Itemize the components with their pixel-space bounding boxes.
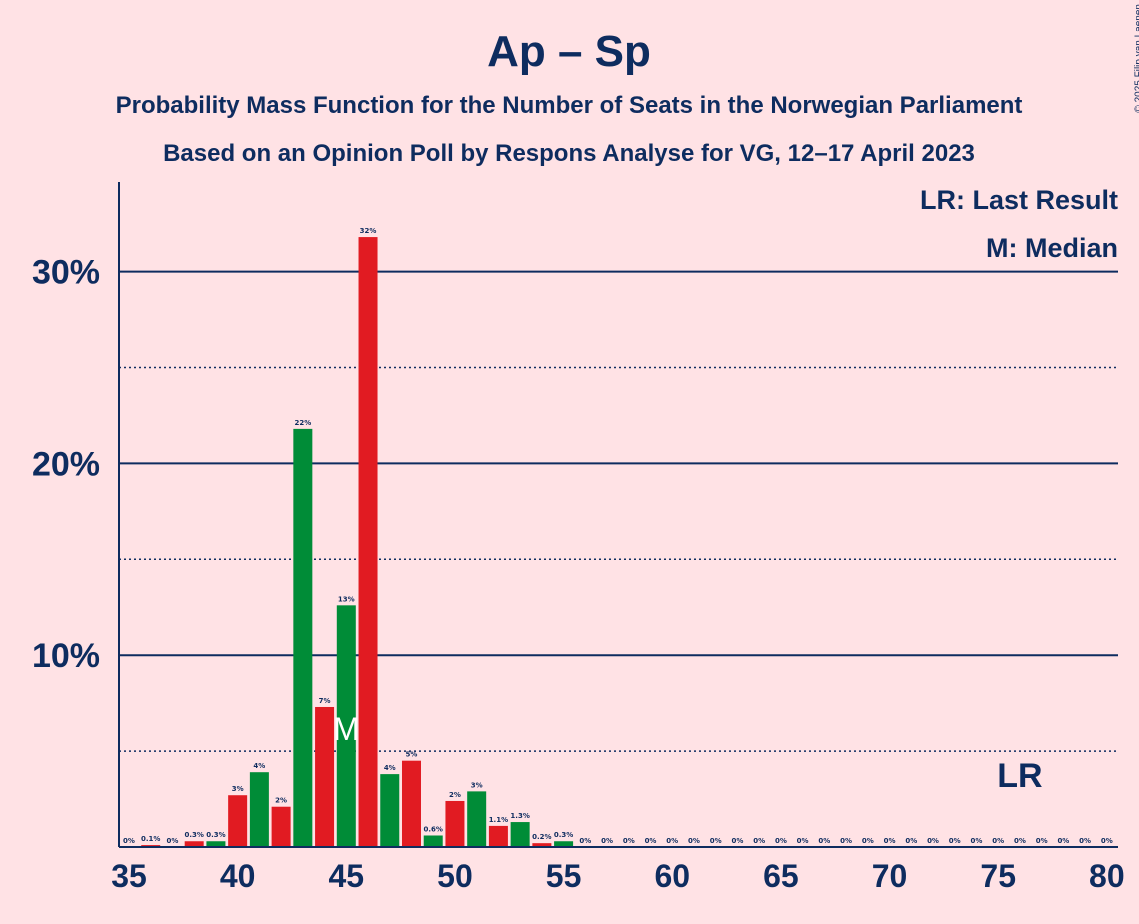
data-label-72: 0% [927,837,939,845]
bar-48 [401,760,421,847]
chart-subtitle-1: Probability Mass Function for the Number… [116,92,1023,119]
bar-50 [445,800,465,847]
data-label-36: 0.1% [141,835,160,843]
x-tick-label: 55 [546,858,582,894]
data-label-55: 0.3% [554,831,573,839]
data-label-50: 2% [449,791,461,799]
data-label-73: 0% [949,837,961,845]
data-label-53: 1.3% [510,812,529,820]
x-tick-label: 40 [220,858,256,894]
data-label-40: 3% [232,785,244,793]
bar-52 [488,825,508,847]
data-labels: 0% 0.1% 0%0.3% 0.3%3%4%2%22%7%13%32%4%5%0.6… [123,227,1113,845]
data-label-41: 4% [253,762,265,770]
data-label-43: 22% [294,419,311,427]
bar-41 [249,772,269,847]
bar-55 [554,841,574,847]
bar-43 [293,428,313,847]
x-tick-label: 75 [980,858,1016,894]
data-label-78: 0% [1057,837,1069,845]
data-label-49: 0.6% [424,825,443,833]
bar-51 [467,791,487,847]
x-axis-ticks: 35 40 45 50 55 60 65 70 75 80 [111,858,1124,894]
data-label-71: 0% [905,837,917,845]
data-label-54: 0.2% [532,833,551,841]
data-label-75: 0% [992,837,1004,845]
data-label-63: 0% [731,837,743,845]
data-label-68: 0% [840,837,852,845]
data-label-38: 0.3% [184,831,203,839]
bar-series [141,237,574,848]
data-label-61: 0% [688,837,700,845]
bar-44 [315,706,335,847]
data-label-44: 7% [319,697,331,705]
data-label-80: 0% [1101,837,1113,845]
data-label-37: 0% [167,837,179,845]
y-tick-label: 30% [32,254,100,292]
bar-39 [206,841,226,847]
median-marker: M [333,711,360,747]
data-label-62: 0% [710,837,722,845]
x-tick-label: 35 [111,858,147,894]
y-tick-label: 20% [32,445,100,483]
bar-45 [336,605,356,847]
data-label-74: 0% [971,837,983,845]
chart-subtitle-2: Based on an Opinion Poll by Respons Anal… [163,140,975,167]
x-tick-label: 45 [329,858,365,894]
bar-46 [358,237,378,848]
data-label-66: 0% [797,837,809,845]
data-label-67: 0% [818,837,830,845]
grid-lines [119,270,1118,752]
data-label-60: 0% [666,837,678,845]
chart-title: Ap – Sp [487,27,651,76]
data-label-56: 0% [579,837,591,845]
x-tick-label: 60 [654,858,690,894]
x-tick-label: 80 [1089,858,1125,894]
x-tick-label: 65 [763,858,799,894]
data-label-79: 0% [1079,837,1091,845]
bar-38 [184,841,204,847]
x-tick-label: 70 [872,858,908,894]
bar-47 [380,774,400,847]
data-label-46: 32% [360,227,377,235]
bar-54 [532,843,552,847]
bar-42 [271,806,291,847]
data-label-42: 2% [275,797,287,805]
legend-last-result: LR: Last Result [920,185,1118,215]
data-label-45: 13% [338,595,355,603]
data-label-64: 0% [753,837,765,845]
y-axis-ticks: 10% 20% 30% [32,254,100,676]
copyright-note: © 2025 Filip van Laenen [1133,4,1139,113]
data-label-52: 1.1% [489,816,508,824]
data-label-76: 0% [1014,837,1026,845]
data-label-39: 0.3% [206,831,225,839]
bar-49 [423,835,443,847]
data-label-57: 0% [601,837,613,845]
data-label-35: 0% [123,837,135,845]
data-label-65: 0% [775,837,787,845]
data-label-59: 0% [645,837,657,845]
x-tick-label: 50 [437,858,473,894]
last-result-marker: LR [997,757,1042,795]
bar-53 [510,822,530,847]
legend-median: M: Median [986,233,1118,263]
y-tick-label: 10% [32,637,100,675]
data-label-48: 5% [406,751,418,759]
bar-40 [228,795,248,847]
data-label-51: 3% [471,781,483,789]
data-label-69: 0% [862,837,874,845]
data-label-77: 0% [1036,837,1048,845]
data-label-70: 0% [884,837,896,845]
data-label-47: 4% [384,764,396,772]
data-label-58: 0% [623,837,635,845]
